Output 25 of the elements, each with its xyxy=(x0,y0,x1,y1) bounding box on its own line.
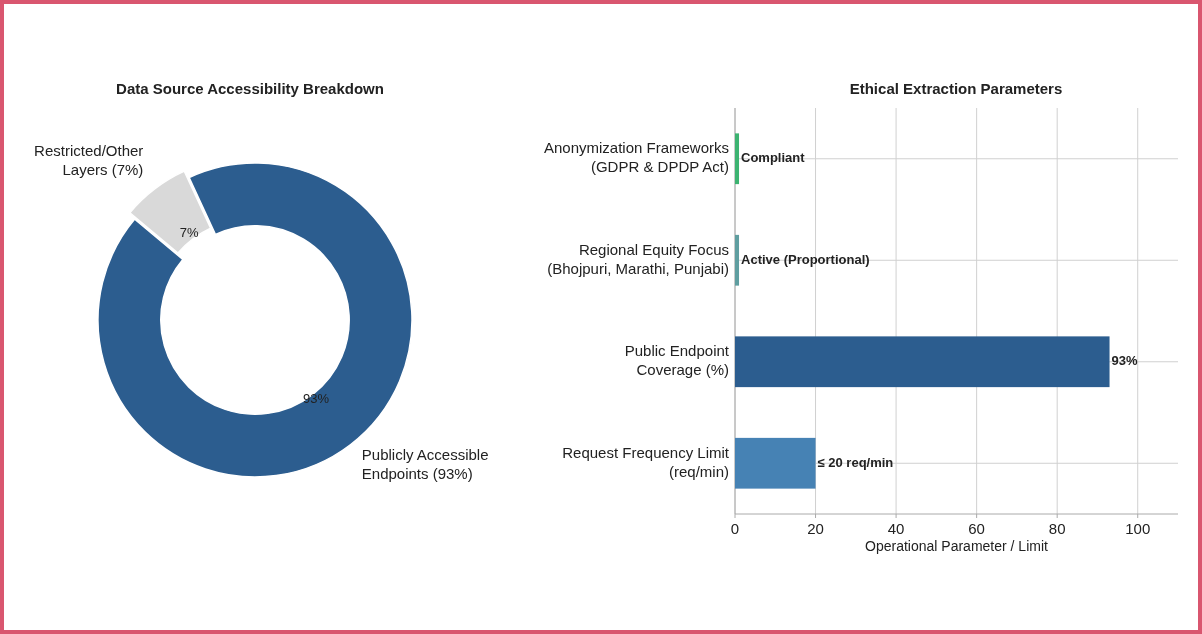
bar xyxy=(735,133,740,185)
x-tick-label: 100 xyxy=(1125,520,1151,537)
x-tick-label: 80 xyxy=(1048,520,1066,537)
data-label: Compliant xyxy=(741,150,806,166)
y-tick-label: Regional Equity Focus (Bhojpuri, Marathi, Punjabi) xyxy=(547,240,729,277)
data-label: 93% xyxy=(1111,353,1138,369)
data-label: 93% xyxy=(303,391,330,407)
bar xyxy=(735,234,740,286)
bar xyxy=(735,437,816,489)
data-label: ≤ 20 req/min xyxy=(817,454,894,470)
y-tick-label: Public Endpoint Coverage (%) xyxy=(624,342,730,379)
slice-label: Publicly Accessible Endpoints (93%) xyxy=(361,445,489,482)
chart-title: Data Source Accessibility Breakdown xyxy=(116,80,384,97)
x-tick-label: 60 xyxy=(968,520,985,537)
x-tick-label: 20 xyxy=(807,520,824,537)
y-tick-label: Request Frequency Limit (req/min) xyxy=(562,443,730,480)
x-axis-title: Operational Parameter / Limit xyxy=(865,538,1049,554)
slice-label: Restricted/Other Layers (7%) xyxy=(34,141,144,178)
bar xyxy=(735,336,1110,388)
data-label: Active (Proportional) xyxy=(741,251,870,267)
chart-title: Ethical Extraction Parameters xyxy=(849,80,1063,97)
x-tick-label: 40 xyxy=(887,520,905,537)
data-label: 7% xyxy=(179,225,199,241)
x-tick-label: 0 xyxy=(730,520,740,537)
y-tick-label: Anonymization Frameworks (GDPR & DPDP Act) xyxy=(543,139,729,176)
